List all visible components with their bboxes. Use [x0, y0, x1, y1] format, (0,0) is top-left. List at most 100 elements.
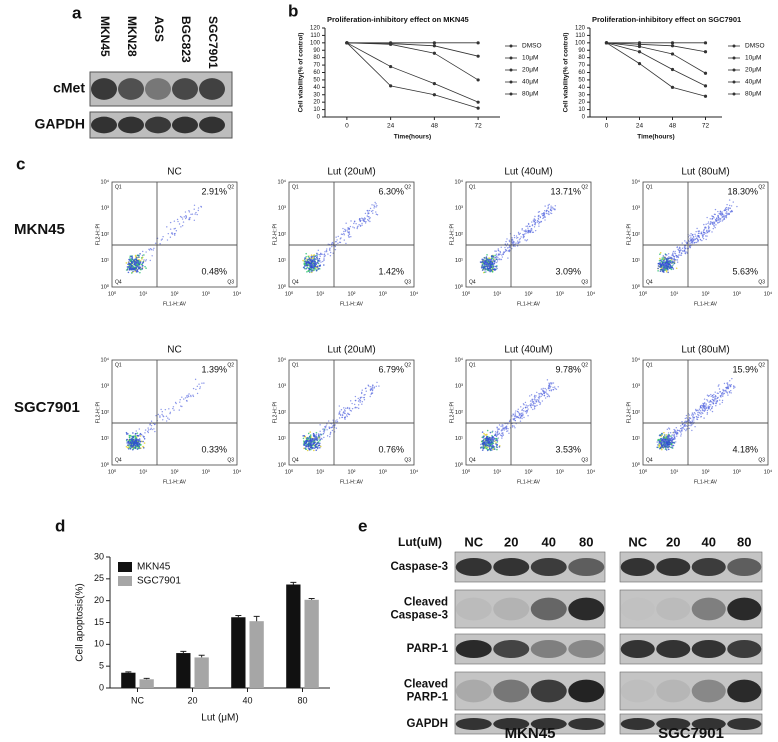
event-dot [656, 446, 658, 449]
event-dot [139, 261, 142, 263]
event-dot [347, 413, 349, 415]
event-dot [721, 401, 723, 404]
event-dot [727, 385, 729, 387]
error-bar [143, 677, 150, 680]
event-dot [323, 436, 325, 439]
quadrant-label: Q1 [292, 184, 299, 190]
event-dot [538, 398, 540, 400]
y-tick-label: 120 [310, 26, 321, 32]
event-dot [125, 431, 128, 434]
chart-title: Proliferation-inhibitory effect on MKN45 [327, 15, 469, 24]
event-dot [361, 403, 363, 405]
event-dot [663, 444, 665, 446]
event-dot [685, 428, 688, 430]
event-dot [319, 430, 321, 433]
event-dot [357, 397, 359, 400]
event-dot [715, 219, 717, 221]
event-dot [347, 234, 350, 237]
legend-marker [509, 68, 513, 72]
event-dot [354, 407, 356, 409]
event-dot [375, 203, 377, 205]
event-dot [494, 440, 496, 442]
legend-label: 10μM [522, 55, 538, 62]
x-axis-label: FL1-H::AV [694, 479, 718, 485]
event-dot [525, 230, 527, 232]
event-dot [502, 428, 505, 430]
event-dot [676, 259, 679, 261]
event-dot [375, 206, 377, 208]
event-dot [371, 386, 373, 388]
event-dot [724, 216, 726, 218]
event-dot [330, 431, 332, 434]
event-dot [323, 254, 325, 256]
event-dot [712, 402, 715, 404]
quadrant-label: Q2 [758, 362, 765, 368]
event-dot [303, 435, 306, 437]
event-dot [724, 215, 726, 217]
event-dot [524, 406, 527, 409]
event-dot [134, 264, 137, 266]
error-bar [235, 615, 242, 618]
y-tick-label: 10¹ [632, 258, 640, 264]
plot-frame [111, 181, 238, 288]
event-dot [703, 410, 706, 412]
event-dot [547, 213, 549, 215]
event-dot [199, 387, 201, 390]
event-dot [194, 378, 197, 381]
event-dot [689, 246, 691, 249]
event-dot [683, 428, 686, 430]
y-tick-label: 15 [94, 617, 104, 627]
blot-band [199, 78, 225, 100]
event-dot [167, 417, 169, 419]
plot-frame [288, 181, 415, 288]
event-dot [532, 404, 534, 407]
event-dot [715, 398, 717, 400]
event-dot [517, 408, 519, 410]
event-dot [554, 205, 557, 207]
event-dot [494, 433, 497, 435]
bar [231, 617, 246, 688]
event-dot [708, 227, 710, 229]
y-tick-label: 10² [278, 232, 286, 238]
event-dot [710, 395, 712, 398]
event-dot [151, 428, 153, 431]
event-dot [505, 427, 508, 429]
event-dot [723, 218, 725, 220]
event-dot [537, 396, 540, 399]
event-dot [711, 394, 714, 397]
event-dot [359, 401, 361, 403]
event-dot [315, 263, 318, 266]
event-dot [312, 267, 315, 270]
event-dot [697, 234, 699, 237]
event-dot [127, 447, 130, 450]
event-dot [313, 440, 315, 443]
event-dot [346, 415, 348, 418]
event-dot [714, 396, 716, 398]
x-tick-label: 10¹ [493, 291, 501, 297]
event-dot [312, 255, 314, 258]
event-dot [126, 442, 128, 444]
event-dot [534, 221, 537, 224]
q3-percent: 5.63% [732, 266, 758, 276]
event-dot [143, 442, 146, 444]
event-dot [356, 227, 358, 230]
event-dot [680, 249, 682, 251]
event-dot [484, 271, 486, 274]
event-dot [530, 406, 533, 409]
event-dot [307, 270, 310, 272]
event-dot [550, 205, 552, 207]
x-tick-label: 10¹ [316, 469, 324, 475]
event-dot [304, 260, 307, 262]
event-dot [193, 204, 196, 206]
event-dot [316, 443, 318, 445]
event-dot [153, 247, 155, 250]
event-dot [545, 212, 548, 215]
event-dot [141, 254, 144, 257]
event-dot [490, 436, 492, 439]
event-dot [533, 226, 536, 228]
y-tick-label: 10⁴ [632, 178, 641, 185]
event-dot [717, 215, 719, 217]
x-axis-label: FL1-H::AV [340, 301, 364, 307]
event-dot [363, 220, 366, 223]
event-dot [306, 449, 309, 452]
